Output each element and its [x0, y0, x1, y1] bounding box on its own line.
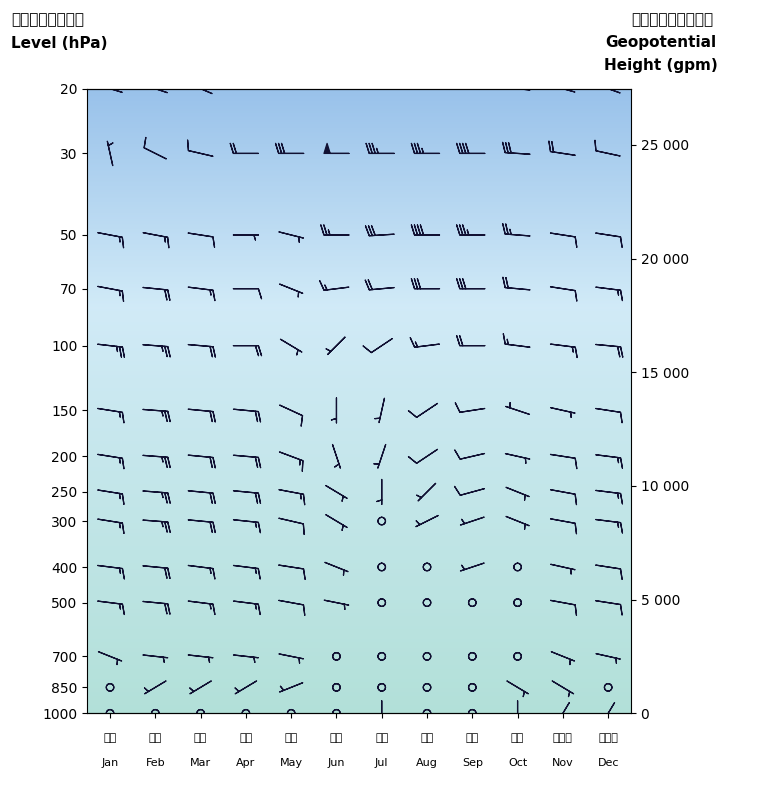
Text: Level (hPa): Level (hPa): [11, 36, 108, 52]
Text: Oct: Oct: [508, 758, 527, 767]
Text: 高度（百帕斯卡）: 高度（百帕斯卡）: [11, 12, 84, 27]
Text: 七月: 七月: [375, 733, 388, 743]
Text: Height (gpm): Height (gpm): [604, 58, 718, 73]
Text: 六月: 六月: [330, 733, 343, 743]
Text: Jun: Jun: [328, 758, 345, 767]
Text: Jan: Jan: [101, 758, 119, 767]
Text: Geopotential: Geopotential: [606, 35, 717, 50]
Text: 五月: 五月: [284, 733, 298, 743]
Text: 十二月: 十二月: [598, 733, 618, 743]
Text: 三月: 三月: [194, 733, 207, 743]
Text: 四月: 四月: [239, 733, 252, 743]
Text: Mar: Mar: [190, 758, 211, 767]
Text: 九月: 九月: [466, 733, 479, 743]
Text: 八月: 八月: [420, 733, 434, 743]
Text: Jul: Jul: [375, 758, 388, 767]
Text: Aug: Aug: [416, 758, 438, 767]
Text: May: May: [280, 758, 302, 767]
Text: Apr: Apr: [236, 758, 255, 767]
Text: 一月: 一月: [103, 733, 117, 743]
Text: 位势高度（位势米）: 位势高度（位势米）: [631, 12, 713, 27]
Text: Dec: Dec: [597, 758, 619, 767]
Text: 十一月: 十一月: [553, 733, 573, 743]
Text: 十月: 十月: [511, 733, 524, 743]
Text: Nov: Nov: [552, 758, 574, 767]
Text: Sep: Sep: [462, 758, 483, 767]
Text: Feb: Feb: [145, 758, 165, 767]
Text: 二月: 二月: [149, 733, 162, 743]
